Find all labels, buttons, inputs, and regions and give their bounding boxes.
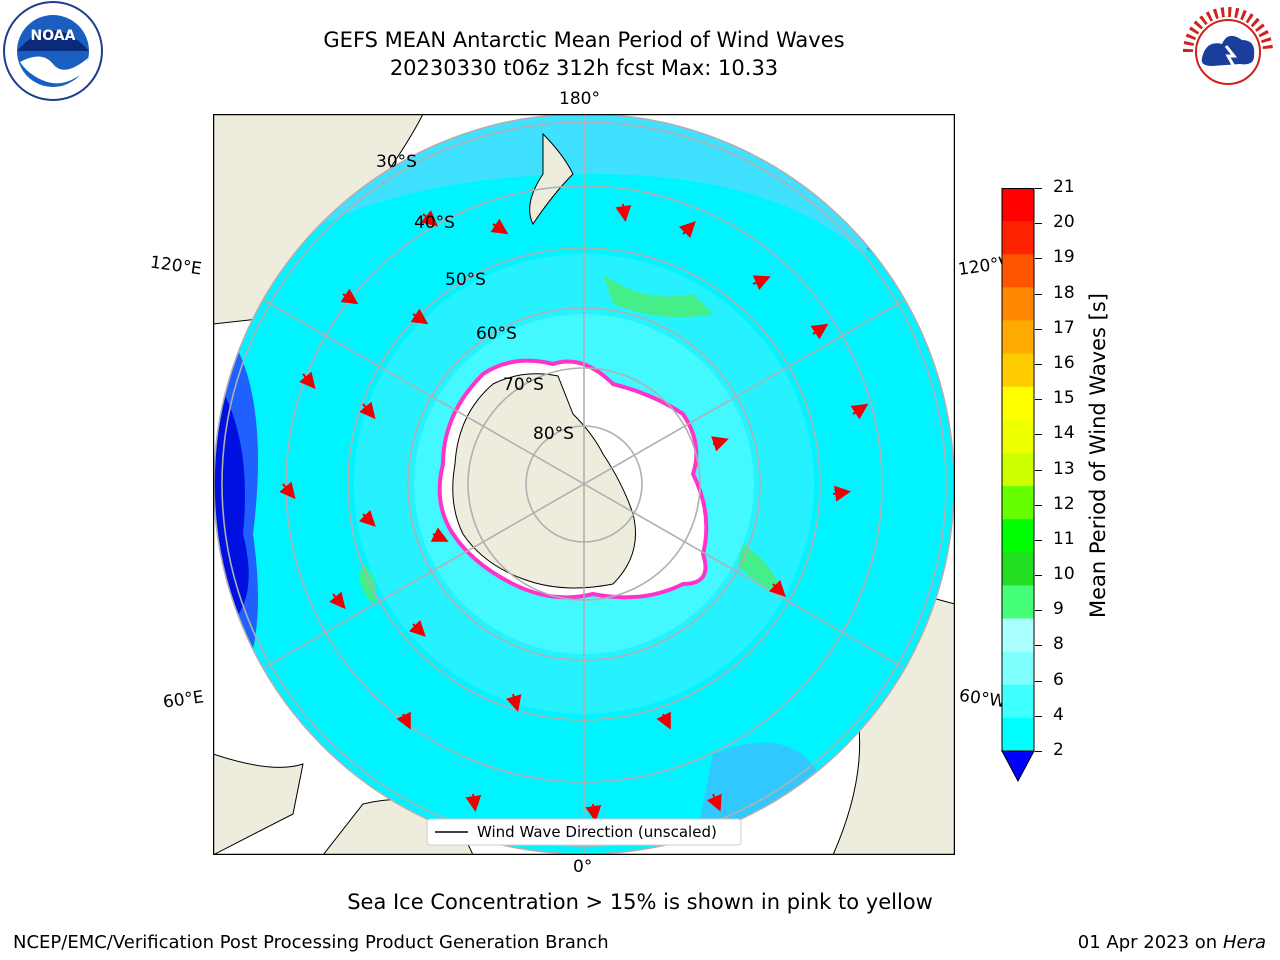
lat-label-80s: 80°S [533, 424, 574, 444]
colorbar-tick-mark [1035, 363, 1042, 365]
colorbar-tick-label: 21 [1053, 177, 1075, 197]
colorbar-tick-label: 10 [1053, 564, 1075, 585]
antarctica-land [452, 373, 636, 589]
footer-left: NCEP/EMC/Verification Post Processing Pr… [13, 932, 609, 953]
colorbar-tick-mark [1035, 680, 1042, 682]
colorbar-tick-mark [1035, 610, 1042, 612]
colorbar-tick-mark [1035, 504, 1042, 506]
colorbar-segment [1002, 386, 1034, 421]
colorbar-segment [1002, 618, 1034, 653]
map-legend-label: Wind Wave Direction (unscaled) [477, 823, 717, 841]
colorbar-segment [1002, 452, 1034, 487]
lon-label-lower-left: 60°E [161, 687, 206, 713]
colorbar-segment [1002, 419, 1034, 454]
colorbar-tick-label: 18 [1053, 282, 1075, 303]
colorbar-segment [1002, 353, 1034, 388]
colorbar-tick-label: 11 [1053, 528, 1075, 549]
land-africa [213, 753, 304, 855]
colorbar-segment [1002, 717, 1034, 752]
colorbar-tick-label: 6 [1053, 669, 1064, 690]
wind-wave-arrows [279, 203, 869, 822]
lon-label-lower-right: 60°W [957, 685, 1008, 713]
colorbar-segment [1002, 287, 1034, 321]
colorbar-segment [1002, 552, 1034, 586]
map-panel [212, 113, 956, 856]
noaa-logo: NOAA [2, 0, 104, 102]
nws-logo [1176, 0, 1280, 104]
colorbar-extension [1001, 750, 1035, 783]
colorbar-segment [1002, 519, 1034, 553]
colorbar-segment [1002, 221, 1034, 255]
title-line-1: GEFS MEAN Antarctic Mean Period of Wind … [323, 28, 845, 52]
colorbar-segment [1002, 320, 1034, 355]
title-line-2: 20230330 t06z 312h fcst Max: 10.33 [389, 56, 779, 80]
lat-label-70s: 70°S [503, 375, 544, 395]
lat-label-50s: 50°S [445, 270, 486, 290]
colorbar-tick-label: 9 [1053, 599, 1064, 620]
colorbar-tick-mark [1035, 188, 1042, 189]
sea-ice-note: Sea Ice Concentration > 15% is shown in … [347, 890, 933, 914]
colorbar-tick-label: 14 [1053, 423, 1075, 444]
colorbar-tick-mark [1035, 328, 1042, 330]
colorbar-tick-label: 16 [1053, 352, 1075, 373]
colorbar-tick-label: 20 [1053, 212, 1075, 233]
colorbar-frame [1001, 188, 1035, 752]
svg-text:NOAA: NOAA [31, 28, 76, 44]
colorbar-tick-label: 13 [1053, 458, 1075, 479]
colorbar-segment [1002, 651, 1034, 686]
colorbar-tick-mark [1035, 258, 1042, 260]
colorbar-segment [1002, 254, 1034, 288]
colorbar-tick-mark [1035, 715, 1042, 717]
colorbar-tick-mark [1035, 223, 1042, 225]
colorbar-tick-mark [1035, 434, 1042, 436]
colorbar-segment [1002, 486, 1034, 520]
colorbar-tick-mark [1035, 539, 1042, 541]
colorbar-tick-label: 12 [1053, 493, 1075, 514]
colorbar-segment [1002, 684, 1034, 719]
colorbar-tick-mark [1035, 751, 1042, 752]
colorbar-tick-label: 19 [1053, 247, 1075, 268]
lon-label-bottom: 0° [573, 857, 593, 877]
colorbar-tick-mark [1035, 293, 1042, 295]
map-legend [426, 818, 742, 846]
lon-label-upper-left: 120°E [148, 252, 203, 280]
colorbar-tick-mark [1035, 399, 1042, 401]
colorbar-segment [1002, 585, 1034, 620]
colorbar-tick-mark [1035, 575, 1042, 577]
lat-label-60s: 60°S [476, 324, 517, 344]
colorbar-tick-label: 4 [1053, 704, 1064, 725]
lat-label-40s: 40°S [414, 213, 455, 233]
footer-right: 01 Apr 2023 on Hera [1078, 932, 1266, 953]
colorbar [1001, 188, 1037, 783]
colorbar-tick-mark [1035, 645, 1042, 647]
colorbar-tick-mark [1035, 469, 1042, 471]
colorbar-tick-label: 2 [1053, 740, 1064, 760]
colorbar-tick-label: 8 [1053, 634, 1064, 655]
footer-date: 01 Apr 2023 on [1077, 932, 1223, 953]
colorbar-tick-label: 15 [1053, 388, 1075, 409]
footer-host: Hera [1222, 932, 1266, 953]
lon-label-top: 180° [559, 89, 600, 109]
colorbar-label: Mean Period of Wind Waves [s] [1086, 293, 1110, 618]
lat-label-30s: 30°S [376, 152, 417, 172]
colorbar-tick-label: 17 [1053, 317, 1075, 338]
colorbar-segment [1002, 188, 1034, 222]
